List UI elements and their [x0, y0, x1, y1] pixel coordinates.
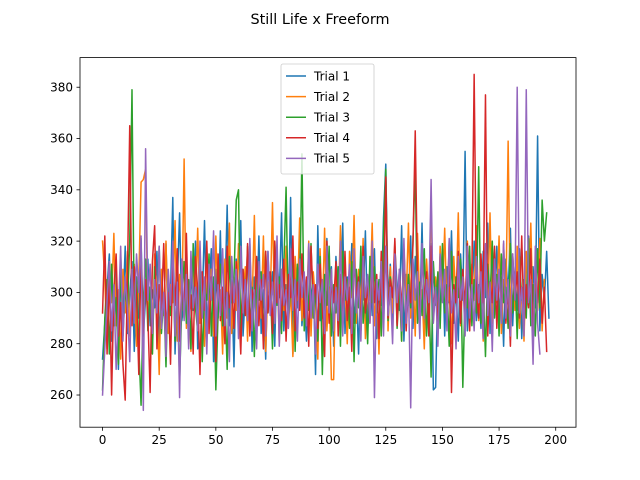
- y-tick-label: 300: [50, 286, 73, 300]
- y-tick-label: 280: [50, 337, 73, 351]
- x-tick-label: 0: [99, 433, 107, 447]
- series-line-trial-4: [101, 73, 548, 401]
- y-tick-label: 340: [50, 183, 73, 197]
- legend-label-trial-4: Trial 4: [313, 131, 350, 145]
- x-tick-label: 25: [152, 433, 167, 447]
- legend-label-trial-1: Trial 1: [313, 69, 350, 83]
- y-tick-label: 360: [50, 132, 73, 146]
- x-tick-label: 150: [431, 433, 454, 447]
- x-tick-label: 100: [318, 433, 341, 447]
- x-tick-label: 175: [488, 433, 511, 447]
- x-tick-label: 200: [544, 433, 567, 447]
- x-axis: 0 25 50 75 100 125 150 175 200: [99, 427, 567, 447]
- axes-frame: [79, 57, 577, 428]
- y-axis: 260 280 300 320 340 360 380: [50, 80, 80, 402]
- y-tick-label: 320: [50, 234, 73, 248]
- series-line-trial-5: [101, 86, 541, 412]
- legend-label-trial-3: Trial 3: [313, 111, 350, 125]
- legend: Trial 1 Trial 2 Trial 3 Trial 4 Trial 5: [280, 63, 375, 175]
- y-tick-label: 380: [50, 80, 73, 94]
- x-tick-label: 125: [374, 433, 397, 447]
- legend-label-trial-2: Trial 2: [313, 90, 350, 104]
- legend-box: [280, 63, 375, 175]
- series-layer: [101, 73, 550, 412]
- x-tick-label: 75: [265, 433, 280, 447]
- chart-title: Still Life x Freeform: [250, 12, 389, 28]
- x-tick-label: 50: [208, 433, 223, 447]
- legend-label-trial-5: Trial 5: [313, 152, 350, 166]
- y-tick-label: 260: [50, 388, 73, 402]
